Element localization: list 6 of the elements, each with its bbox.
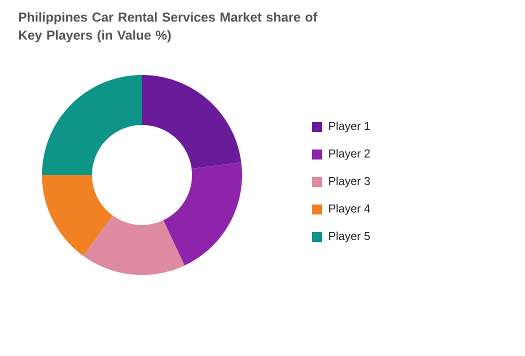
- legend-label: Player 4: [329, 204, 370, 215]
- legend-label: Player 2: [329, 149, 370, 160]
- legend-label: Player 1: [329, 122, 370, 132]
- legend-label: Player 5: [329, 232, 370, 242]
- chart-title: Philippines Car Rental Services Market share of Key Players (in Value %): [19, 12, 318, 42]
- legend-label: Player 3: [329, 176, 370, 188]
